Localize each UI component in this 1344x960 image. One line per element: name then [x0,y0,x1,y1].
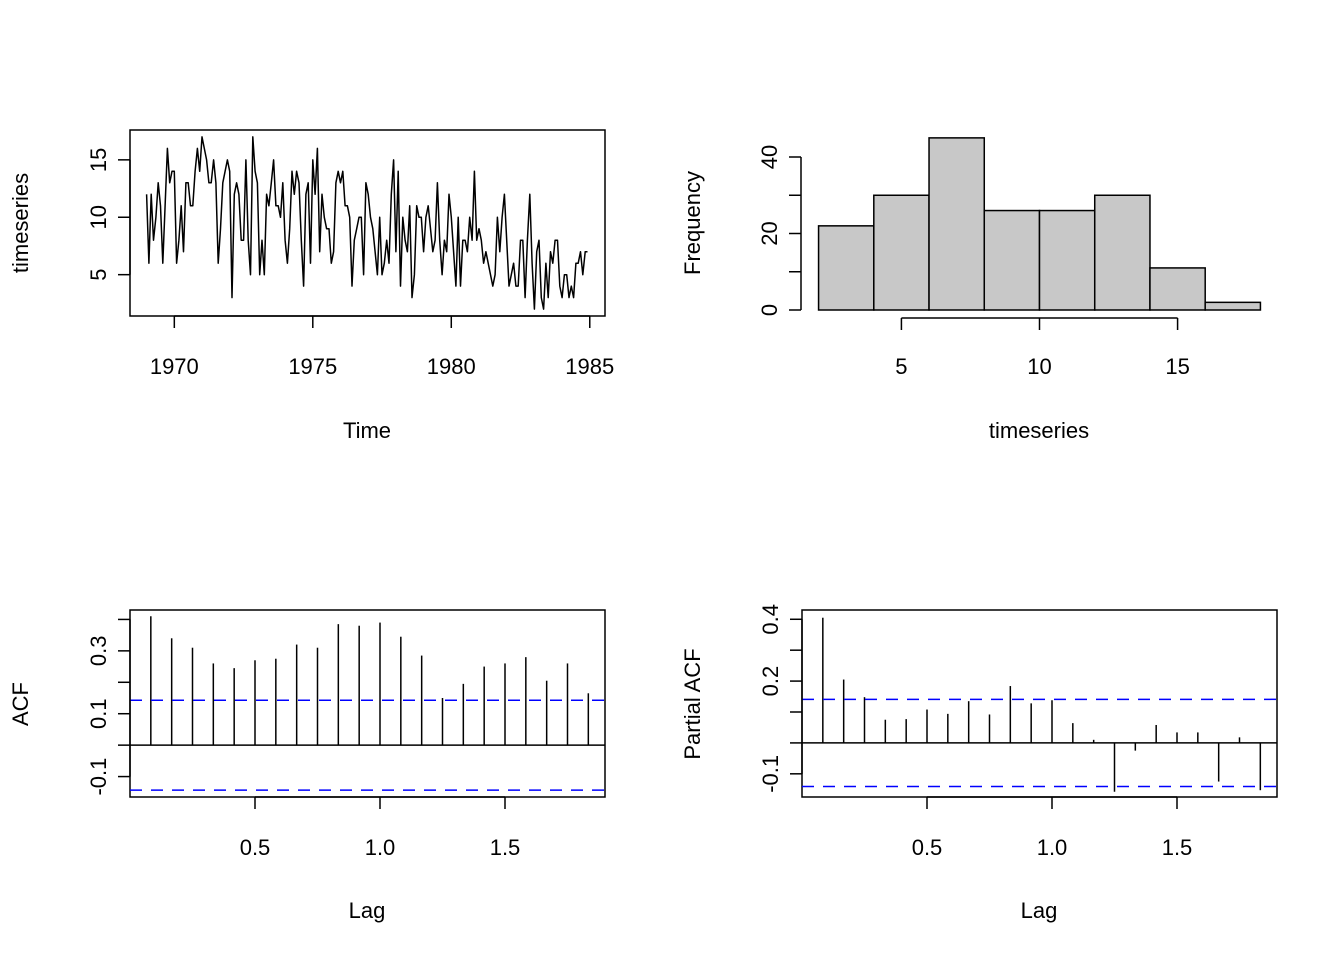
histogram-bars [817,137,1262,311]
x-tick-label: 1.0 [365,835,396,860]
x-axis-label: Time [343,418,391,443]
y-tick-label: 0.4 [758,604,783,635]
acf-panel: 0.5 1.0 1.5 -0.1 0.1 0.3 Lag ACF [8,609,606,923]
plot-frame [801,609,1278,798]
pacf-panel: 0.5 1.0 1.5 -0.1 0.2 0.4 Lag Partial ACF [680,604,1278,923]
x-tick-label: 0.5 [912,835,943,860]
x-tick-label: 1980 [427,354,476,379]
y-axis-label: Frequency [680,171,705,275]
y-axis-label: ACF [8,682,33,726]
x-axis-label: timeseries [989,418,1089,443]
y-axis: -0.1 0.1 0.3 [86,618,131,796]
histogram-bar [817,225,875,311]
x-axis-label: Lag [349,898,386,923]
x-axis: 0.5 1.0 1.5 [240,796,521,860]
y-axis: 0 20 40 [757,145,802,316]
y-tick-label: 5 [86,269,111,281]
x-tick-label: 1975 [288,354,337,379]
y-tick-label: 0 [757,304,782,316]
series-line [145,136,588,310]
y-axis: -0.1 0.2 0.4 [758,604,803,793]
y-tick-label: 20 [757,221,782,245]
histogram-bar [1149,267,1206,311]
x-tick-label: 10 [1027,354,1051,379]
x-axis: 5 10 15 [895,317,1190,379]
histogram-bar [1204,301,1262,311]
histogram-bar [983,209,1041,311]
x-tick-label: 0.5 [240,835,271,860]
y-tick-label: 15 [86,148,111,172]
y-tick-label: -0.1 [86,758,111,796]
x-tick-label: 15 [1165,354,1189,379]
y-tick-label: 0.2 [758,666,783,697]
y-axis: 5 10 15 [86,148,131,281]
y-axis-label: Partial ACF [680,648,705,759]
x-axis-label: Lag [1021,898,1058,923]
histogram-bar [928,137,986,311]
histogram-bar [1093,194,1151,311]
y-axis-label: timeseries [8,173,33,273]
x-tick-label: 1.0 [1037,835,1068,860]
y-tick-label: -0.1 [758,755,783,793]
plot-frame [129,609,606,798]
x-tick-label: 1.5 [490,835,521,860]
pacf-marks [802,617,1277,792]
x-tick-label: 1.5 [1162,835,1193,860]
y-tick-label: 40 [757,145,782,169]
x-tick-label: 1985 [565,354,614,379]
histogram-panel: 5 10 15 0 20 40 timeseries Frequency [680,137,1262,443]
x-tick-label: 5 [895,354,907,379]
y-tick-label: 0.3 [86,636,111,667]
y-tick-label: 0.1 [86,698,111,729]
histogram-bar [873,194,930,311]
y-tick-label: 10 [86,205,111,229]
x-axis: 0.5 1.0 1.5 [912,796,1193,860]
timeseries-panel: 1970 1975 1980 1985 5 10 15 Time timeseries [8,129,614,443]
x-tick-label: 1970 [150,354,199,379]
histogram-bar [1038,209,1096,311]
acf-marks [130,616,605,791]
x-axis: 1970 1975 1980 1985 [150,315,614,379]
